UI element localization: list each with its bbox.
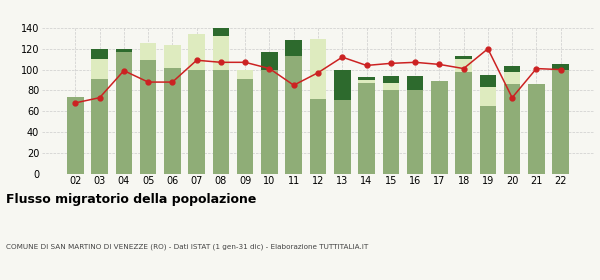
Bar — [504, 72, 520, 84]
Bar — [237, 79, 253, 174]
Bar — [455, 72, 472, 174]
Bar — [479, 75, 496, 87]
Bar — [528, 84, 545, 174]
Bar — [237, 70, 253, 79]
Bar — [479, 106, 496, 174]
Bar — [504, 84, 520, 174]
Bar — [455, 56, 472, 59]
Bar — [188, 34, 205, 70]
Bar — [91, 49, 108, 59]
Bar — [261, 52, 278, 70]
Text: Flusso migratorio della popolazione: Flusso migratorio della popolazione — [6, 193, 256, 206]
Bar — [383, 90, 399, 174]
Bar — [212, 36, 229, 70]
Bar — [479, 87, 496, 106]
Bar — [358, 77, 375, 80]
Bar — [286, 41, 302, 56]
Bar — [212, 28, 229, 36]
Bar — [553, 70, 569, 174]
Bar — [431, 81, 448, 174]
Bar — [164, 45, 181, 67]
Bar — [407, 90, 424, 174]
Bar — [116, 49, 132, 52]
Bar — [91, 79, 108, 174]
Bar — [455, 59, 472, 72]
Bar — [261, 70, 278, 174]
Bar — [67, 97, 83, 174]
Bar — [553, 64, 569, 70]
Bar — [407, 76, 424, 90]
Bar — [140, 43, 157, 60]
Bar — [334, 100, 350, 174]
Bar — [504, 66, 520, 72]
Bar — [188, 70, 205, 174]
Bar — [334, 70, 350, 100]
Bar — [310, 99, 326, 174]
Bar — [91, 59, 108, 79]
Bar — [164, 67, 181, 174]
Bar — [212, 70, 229, 174]
Bar — [358, 80, 375, 83]
Bar — [116, 52, 132, 174]
Bar — [310, 39, 326, 99]
Bar — [383, 83, 399, 90]
Bar — [140, 60, 157, 174]
Bar — [358, 83, 375, 174]
Bar — [286, 56, 302, 174]
Bar — [383, 76, 399, 83]
Text: COMUNE DI SAN MARTINO DI VENEZZE (RO) - Dati ISTAT (1 gen-31 dic) - Elaborazione: COMUNE DI SAN MARTINO DI VENEZZE (RO) - … — [6, 244, 368, 250]
